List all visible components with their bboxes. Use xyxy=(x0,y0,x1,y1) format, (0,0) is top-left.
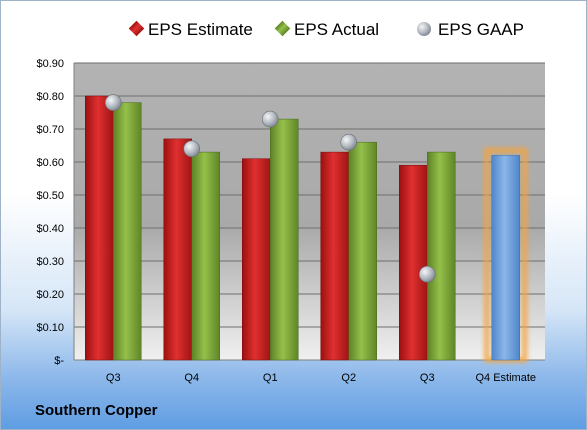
bar-eps-estimate xyxy=(399,165,428,361)
marker-eps-gaap xyxy=(340,133,358,151)
bar-eps-actual xyxy=(113,102,142,361)
x-tick-label: Q2 xyxy=(341,372,356,384)
y-tick-label: $0.90 xyxy=(36,58,64,70)
legend-swatch-eps-actual xyxy=(274,20,291,37)
legend-swatch-eps-estimate xyxy=(128,20,145,37)
axes xyxy=(73,63,545,361)
bar-eps-estimate xyxy=(242,158,271,361)
y-tick-label: $0.30 xyxy=(36,256,64,268)
y-tick-label: $0.70 xyxy=(36,124,64,136)
bar-eps-actual xyxy=(427,151,456,361)
y-tick-label: $0.20 xyxy=(36,289,64,301)
bar-eps-estimate xyxy=(320,151,349,361)
y-tick-label: $0.10 xyxy=(36,322,64,334)
bar-eps-estimate xyxy=(85,95,114,361)
plot-area xyxy=(74,63,545,360)
y-tick-label: $0.40 xyxy=(36,223,64,235)
x-tick-label: Q3 xyxy=(420,372,435,384)
y-tick-label: $0.50 xyxy=(36,190,64,202)
legend-label-eps-estimate: EPS Estimate xyxy=(148,20,253,39)
x-tick-label: Q4 Estimate xyxy=(475,372,536,384)
bar-eps-estimate xyxy=(163,138,192,361)
bar-eps-actual xyxy=(348,141,377,361)
x-tick-label: Q4 xyxy=(184,372,199,384)
bar-eps-actual xyxy=(270,118,299,361)
legend: EPS Estimate EPS Actual EPS GAAP xyxy=(128,20,524,39)
gaap-markers xyxy=(104,94,436,283)
y-tick-label: $0.80 xyxy=(36,91,64,103)
y-tick-label: $0.60 xyxy=(36,157,64,169)
x-tick-label: Q3 xyxy=(106,372,121,384)
legend-swatch-eps-gaap xyxy=(417,22,431,36)
marker-eps-gaap xyxy=(261,110,279,128)
marker-eps-gaap xyxy=(418,265,436,283)
marker-eps-gaap xyxy=(104,94,122,111)
marker-eps-gaap xyxy=(183,140,201,158)
y-tick-labels: $- $0.10 $0.20 $0.30 $0.40 $0.50 $0.60 $0.70 $0.… xyxy=(36,58,64,367)
gridlines xyxy=(74,62,545,328)
y-tick-label: $- xyxy=(54,355,64,367)
company-name: Southern Copper xyxy=(35,402,158,419)
bar-eps-forecast xyxy=(491,155,520,361)
legend-label-eps-gaap: EPS GAAP xyxy=(438,20,524,39)
x-tick-labels: Q3 Q4 Q1 Q2 Q3 Q4 Estimate xyxy=(106,372,536,384)
bars xyxy=(85,95,528,363)
bar-eps-actual xyxy=(191,151,220,361)
legend-label-eps-actual: EPS Actual xyxy=(294,20,379,39)
x-tick-label: Q1 xyxy=(263,372,278,384)
